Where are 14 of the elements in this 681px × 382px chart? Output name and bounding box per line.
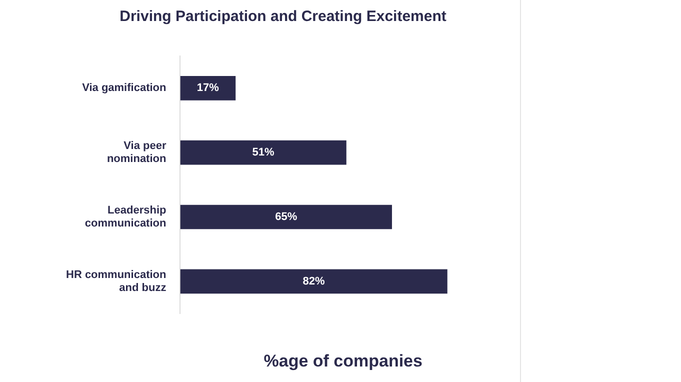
y-tick-label: HR communication and buzz [66,268,167,294]
bar [180,269,448,294]
x-axis-title: %age of companies [264,351,422,370]
bar [180,204,392,230]
y-tick-label: Via peer nomination [106,140,167,166]
y-tick-label: Leadership communication [84,204,167,230]
y-tick-label: Via gamification [82,82,167,94]
data-label: 65% [275,211,298,224]
chart-title: Driving Participation and Creating Excitement [120,8,446,26]
data-label: 51% [252,146,275,159]
bar [180,76,236,100]
data-label: 82% [302,275,326,288]
bar [180,140,346,165]
data-label: 17% [196,82,220,94]
